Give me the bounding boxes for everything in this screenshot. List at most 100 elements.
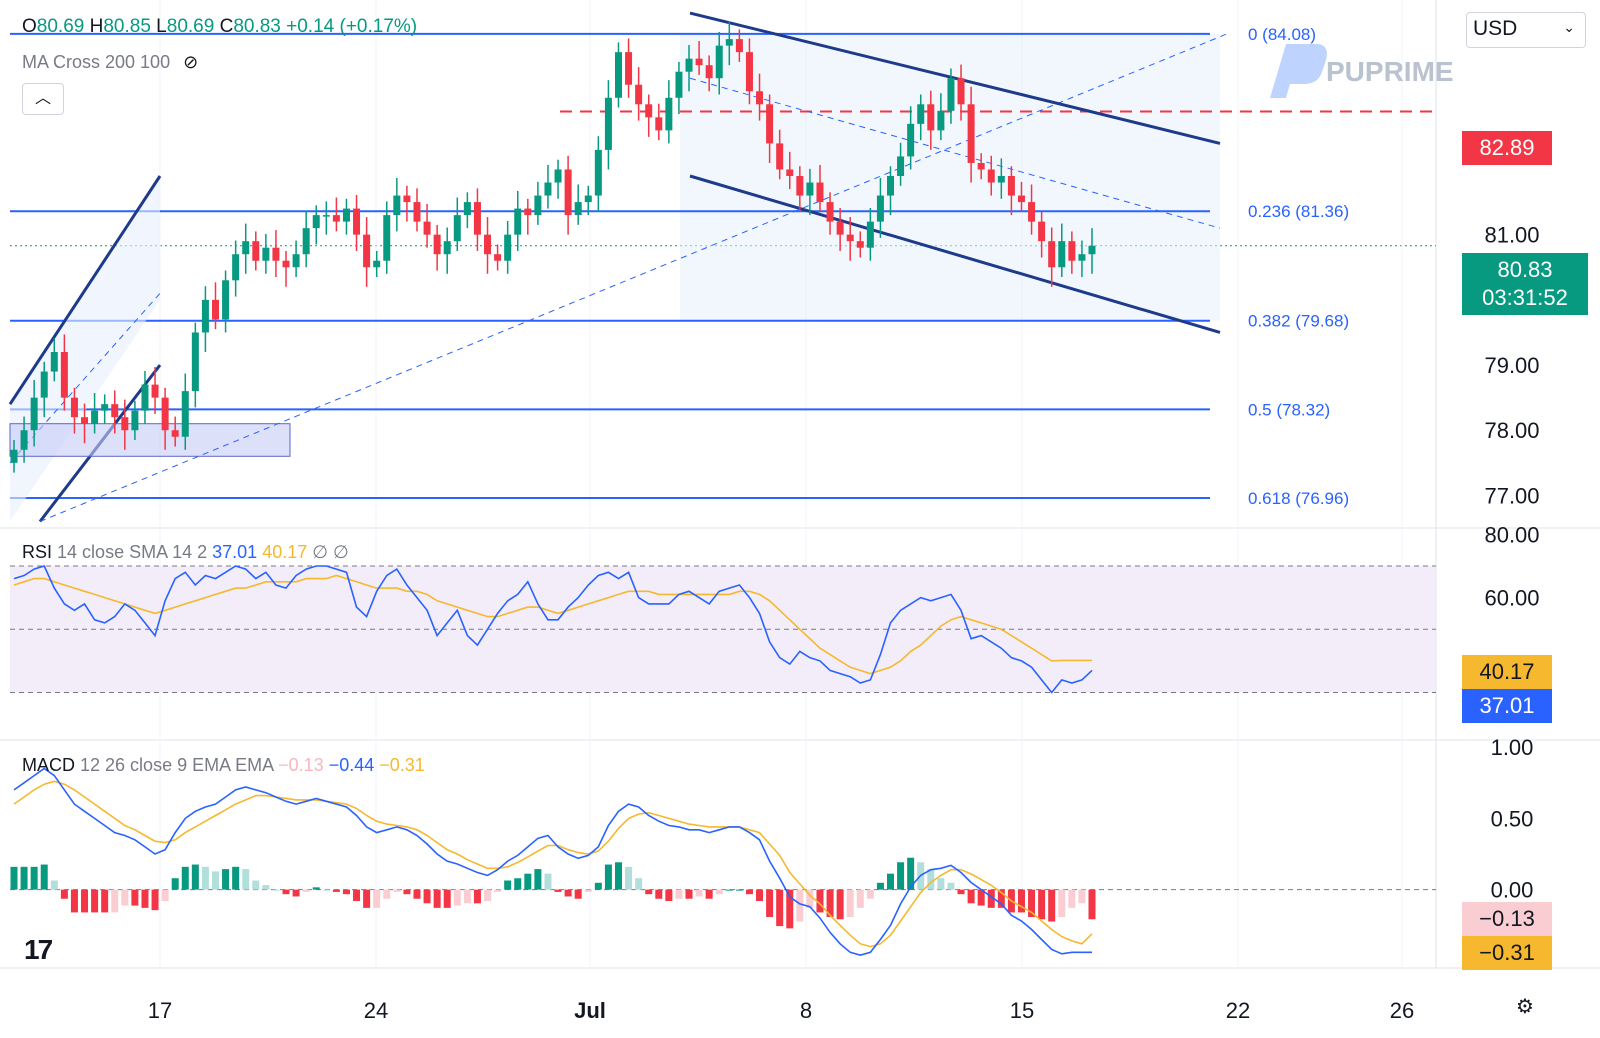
candle-body bbox=[292, 254, 300, 268]
macd-histogram-bar bbox=[715, 889, 723, 895]
candle-body bbox=[856, 241, 864, 248]
macd-histogram-bar bbox=[312, 887, 320, 890]
macd-histogram-bar bbox=[907, 857, 915, 890]
candle-body bbox=[342, 208, 350, 222]
candle-body bbox=[50, 352, 58, 372]
candle-body bbox=[806, 182, 814, 196]
macd-histogram-bar bbox=[504, 880, 512, 890]
candle-body bbox=[917, 104, 925, 124]
currency-select[interactable]: USD ⌄ bbox=[1466, 12, 1586, 48]
candle-body bbox=[524, 208, 532, 216]
candle-body bbox=[242, 241, 250, 255]
candle-body bbox=[927, 104, 935, 131]
candle-body bbox=[353, 208, 361, 235]
candle-body bbox=[10, 449, 18, 463]
time-axis: 17 24 Jul 8 15 22 26 bbox=[148, 998, 1414, 1023]
macd-histogram-bar bbox=[272, 889, 280, 891]
macd-histogram-bar bbox=[574, 889, 582, 899]
macd-legend[interactable]: MACD 12 26 close 9 EMA EMA −0.13 −0.44 −… bbox=[22, 755, 425, 775]
macd-histogram-bar bbox=[937, 878, 945, 890]
candle-body bbox=[332, 215, 340, 222]
candle-body bbox=[907, 123, 915, 157]
candle-body bbox=[1048, 241, 1056, 268]
brand-logo: PUPRIME bbox=[1258, 38, 1468, 113]
macd-histogram-bar bbox=[292, 889, 300, 897]
fib-level-label: 0.618 (76.96) bbox=[1248, 489, 1349, 508]
macd-histogram-bar bbox=[564, 889, 572, 897]
candle-body bbox=[181, 391, 189, 437]
candle-body bbox=[977, 162, 985, 170]
candle-body bbox=[705, 65, 713, 79]
candle-body bbox=[594, 149, 602, 196]
macd-histogram-bar bbox=[987, 889, 995, 908]
candle-body bbox=[876, 195, 884, 222]
macd-histogram-bar bbox=[614, 862, 622, 890]
candle-body bbox=[826, 202, 834, 222]
tradingview-logo-icon: 17 bbox=[24, 934, 53, 965]
macd-histogram-bar bbox=[403, 889, 411, 895]
price-tick-label: 78.00 bbox=[1484, 418, 1539, 443]
macd-histogram-bar bbox=[947, 882, 955, 890]
candle-body bbox=[282, 260, 290, 268]
settings-gear-icon[interactable]: ⚙ bbox=[1516, 996, 1534, 1018]
fibonacci-levels: 0 (84.08) 0.236 (81.36) 0.382 (79.68) 0.5 (… bbox=[10, 25, 1436, 508]
high-value: 80.85 bbox=[103, 16, 151, 37]
svg-text:PUPRIME: PUPRIME bbox=[1326, 56, 1454, 87]
candle-body bbox=[584, 195, 592, 203]
left-channel-upper bbox=[8, 175, 162, 405]
collapse-legend-button[interactable]: ︿ bbox=[22, 83, 64, 115]
candle-body bbox=[1078, 254, 1086, 261]
candle-body bbox=[887, 176, 895, 196]
macd-histogram-bar bbox=[604, 864, 612, 890]
candle-body bbox=[433, 234, 441, 255]
candle-body bbox=[897, 156, 905, 176]
macd-histogram-bar bbox=[705, 889, 713, 899]
macd-histogram-bar bbox=[111, 889, 119, 913]
candle-body bbox=[161, 397, 169, 431]
down-channel-mid bbox=[689, 77, 1221, 229]
macd-histogram-bar bbox=[322, 889, 330, 891]
candle-body bbox=[201, 299, 209, 333]
candle-body bbox=[745, 52, 753, 92]
rsi-legend[interactable]: RSI 14 close SMA 14 2 37.01 40.17 ∅ ∅ bbox=[22, 542, 349, 562]
macd-tick-label: 0.00 bbox=[1491, 878, 1534, 903]
macd-histogram-bar bbox=[625, 866, 633, 890]
macd-histogram-bar bbox=[282, 889, 290, 895]
ohlc-legend: O80.69 H80.85 L80.69 C80.83 +0.14 (+0.17… bbox=[22, 16, 418, 37]
ma-cross-legend[interactable]: MA Cross 200 100 ⊘ bbox=[22, 52, 199, 72]
open-value: 80.69 bbox=[36, 16, 85, 37]
candle-body bbox=[866, 221, 874, 248]
macd-histogram-bar bbox=[534, 869, 542, 890]
macd-histogram-bar bbox=[1028, 889, 1036, 917]
macd-histogram-bar bbox=[544, 873, 552, 890]
macd-histogram-bar bbox=[1068, 889, 1076, 908]
macd-histogram-bar bbox=[786, 889, 794, 929]
candle-body bbox=[121, 417, 129, 431]
chevron-up-icon: ︿ bbox=[34, 90, 51, 107]
candlestick-series bbox=[10, 21, 1096, 473]
eye-off-icon[interactable]: ⊘ bbox=[183, 52, 199, 72]
candle-body bbox=[695, 58, 703, 66]
macd-histogram-bar bbox=[655, 889, 663, 899]
macd-histogram-bar bbox=[363, 889, 371, 908]
candle-body bbox=[786, 169, 794, 176]
macd-histogram-bar bbox=[383, 889, 391, 899]
macd-histogram-bar bbox=[645, 889, 653, 895]
candle-body bbox=[715, 45, 723, 79]
candle-body bbox=[685, 58, 693, 72]
candle-body bbox=[625, 52, 633, 85]
macd-histogram-bar bbox=[796, 889, 804, 922]
resistance-price-badge: 82.89 bbox=[1462, 131, 1552, 165]
macd-histogram-bar bbox=[695, 889, 703, 897]
candle-body bbox=[171, 430, 179, 437]
macd-histogram-bar bbox=[453, 889, 461, 906]
macd-histogram-bar bbox=[1058, 889, 1066, 917]
macd-histogram-bar bbox=[302, 889, 310, 892]
macd-histogram-bar bbox=[997, 889, 1005, 908]
candle-body bbox=[957, 78, 965, 105]
macd-histogram-bar bbox=[262, 885, 270, 890]
time-tick-label: 24 bbox=[364, 998, 388, 1023]
macd-histogram-bar bbox=[91, 889, 99, 913]
macd-histogram-bar bbox=[191, 864, 199, 890]
